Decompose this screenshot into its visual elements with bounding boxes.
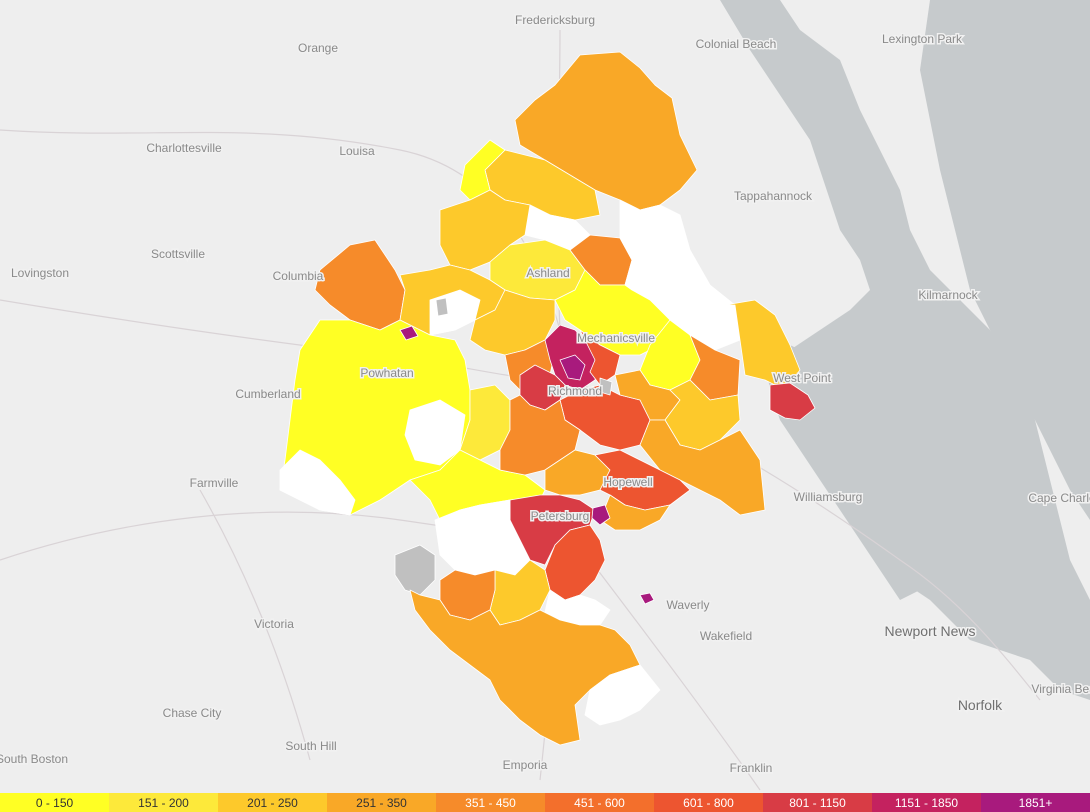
legend-bin: 151 - 200 xyxy=(109,793,218,812)
region-goochland-dense[interactable] xyxy=(399,325,419,341)
place-label: Virginia Beach xyxy=(1031,682,1090,696)
legend-bin: 451 - 600 xyxy=(545,793,654,812)
map-view[interactable]: Fredericksburg Orange Colonial Beach Lexing… xyxy=(0,0,1090,793)
place-label: Williamsburg xyxy=(794,490,863,504)
legend-bin: 801 - 1150 xyxy=(763,793,872,812)
place-labels: Fredericksburg Orange Colonial Beach Lexing… xyxy=(0,12,1090,777)
legend: 0 - 150 151 - 200 201 - 250 251 - 350 351 - … xyxy=(0,793,1090,812)
region-goochland-grey[interactable] xyxy=(435,297,449,317)
place-label: Norfolk xyxy=(958,697,1003,713)
place-label: Mechanicsville xyxy=(577,331,655,345)
place-label: South Boston xyxy=(0,752,68,766)
place-label: Richmond xyxy=(548,384,602,398)
place-label: Cumberland xyxy=(235,387,300,401)
place-label: Ashland xyxy=(526,266,569,280)
region-richmond-east[interactable] xyxy=(579,329,621,386)
region-richmond-dense[interactable] xyxy=(559,354,586,381)
place-label: South Hill xyxy=(285,739,336,753)
place-label: Charlottesville xyxy=(146,141,222,155)
place-label: Wakefield xyxy=(700,629,752,643)
place-label: Hopewell xyxy=(603,475,652,489)
place-label: Victoria xyxy=(254,617,294,631)
region-henrico-west[interactable] xyxy=(469,289,556,356)
place-label: Chase City xyxy=(163,706,222,720)
place-label: Farmville xyxy=(190,476,239,490)
region-dinwiddie-grey[interactable] xyxy=(394,544,436,596)
place-label: West Point xyxy=(773,371,831,385)
place-label: Tappahannock xyxy=(734,189,813,203)
region-amelia-white[interactable] xyxy=(279,449,356,516)
place-label: Waverly xyxy=(667,598,710,612)
region-prince-george[interactable] xyxy=(599,494,671,531)
place-label: Petersburg xyxy=(531,509,590,523)
place-label: Fredericksburg xyxy=(515,13,595,27)
legend-bin: 1851+ xyxy=(981,793,1090,812)
place-label: Cape Charles xyxy=(1028,491,1090,505)
region-surry-dense[interactable] xyxy=(639,592,655,605)
region-charles-city[interactable] xyxy=(639,419,766,516)
region-gloucester[interactable] xyxy=(769,382,816,421)
place-label: Louisa xyxy=(339,144,375,158)
place-label: Colonial Beach xyxy=(696,37,777,51)
legend-bin: 201 - 250 xyxy=(218,793,327,812)
region-airport-grey[interactable] xyxy=(599,377,613,396)
region-chesterfield-white[interactable] xyxy=(404,399,466,466)
region-petersburg-dense[interactable] xyxy=(591,504,611,526)
region-sussex-white[interactable] xyxy=(584,664,661,726)
place-label: Scottsville xyxy=(151,247,205,261)
place-label: Powhatan xyxy=(360,366,413,380)
place-label: Lexington Park xyxy=(882,32,963,46)
place-label: Kilmarnock xyxy=(918,288,978,302)
legend-bin: 251 - 350 xyxy=(327,793,436,812)
legend-bin: 351 - 450 xyxy=(436,793,545,812)
legend-bin: 1151 - 1850 xyxy=(872,793,981,812)
region-hanover-north[interactable] xyxy=(439,189,531,271)
place-label: Emporia xyxy=(503,758,548,772)
legend-bin: 601 - 800 xyxy=(654,793,763,812)
place-label: Lovingston xyxy=(11,266,69,280)
place-label: Newport News xyxy=(884,623,975,639)
legend-bin: 0 - 150 xyxy=(0,793,109,812)
place-label: Orange xyxy=(298,41,338,55)
place-label: Franklin xyxy=(730,761,773,775)
choropleth-regions[interactable] xyxy=(279,51,816,746)
map-canvas[interactable]: Fredericksburg Orange Colonial Beach Lexing… xyxy=(0,0,1090,793)
place-label: Columbia xyxy=(273,269,324,283)
